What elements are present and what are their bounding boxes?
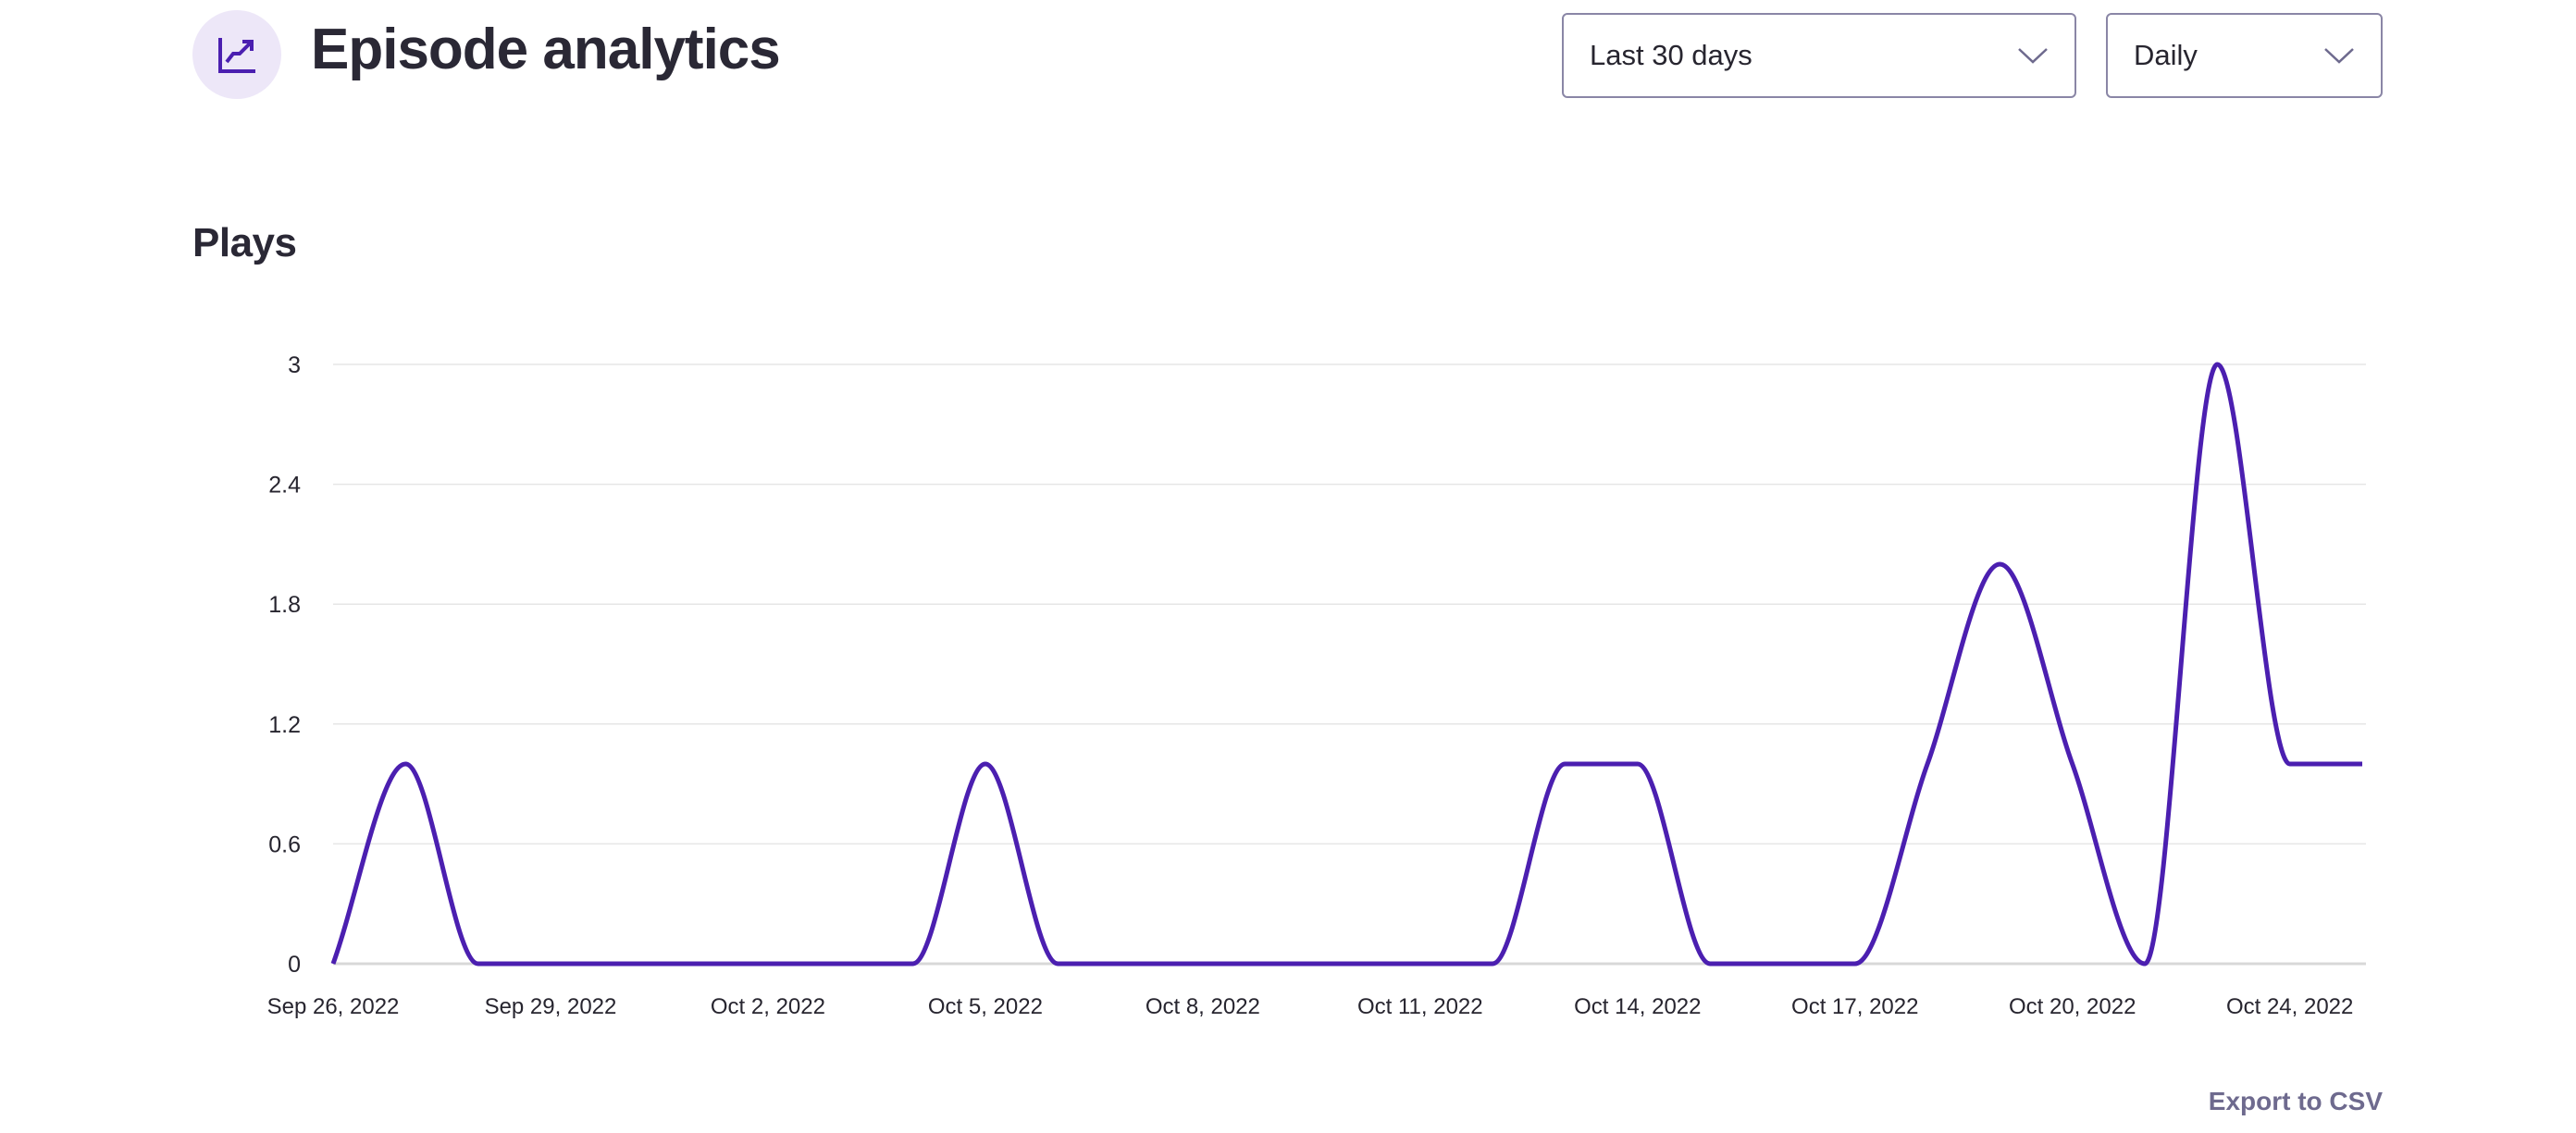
chevron-down-icon (2018, 48, 2048, 64)
data-point (1272, 961, 1278, 967)
data-point (548, 961, 553, 967)
chevron-down-icon (2324, 48, 2354, 64)
y-tick-label: 1.2 (268, 712, 301, 738)
export-csv-link[interactable]: Export to CSV (2208, 1087, 2383, 1115)
x-tick-label: Sep 29, 2022 (485, 994, 617, 1019)
x-tick-label: Sep 26, 2022 (267, 994, 400, 1019)
data-point (476, 961, 481, 967)
date-range-select[interactable]: Last 30 days (1562, 13, 2076, 98)
data-point (2142, 961, 2148, 967)
data-point (693, 961, 699, 967)
interval-select[interactable]: Daily (2106, 13, 2383, 98)
data-point (1200, 961, 1206, 967)
x-tick-label: Oct 5, 2022 (928, 994, 1043, 1019)
plays-section-title: Plays (192, 220, 297, 265)
data-point (1707, 961, 1713, 967)
data-point (1635, 761, 1641, 767)
x-tick-label: Oct 14, 2022 (1574, 994, 1701, 1019)
x-tick-label: Oct 8, 2022 (1146, 994, 1260, 1019)
y-tick-label: 1.8 (268, 592, 301, 618)
data-point (983, 761, 988, 767)
data-point (620, 961, 625, 967)
data-point (765, 961, 771, 967)
plays-series-line (330, 362, 2362, 967)
x-tick-label: Oct 17, 2022 (1791, 994, 1918, 1019)
data-point (330, 961, 336, 967)
chart-trend-up-icon (218, 38, 255, 73)
data-point (1490, 961, 1495, 967)
data-point (1997, 561, 2002, 567)
data-point (2287, 761, 2293, 767)
y-tick-label: 0.6 (268, 831, 301, 857)
data-point (910, 961, 916, 967)
y-tick-label: 0 (288, 952, 301, 978)
data-point (1418, 961, 1423, 967)
analytics-icon-badge (192, 10, 281, 99)
data-point (1128, 961, 1133, 967)
y-tick-label: 3 (288, 352, 301, 378)
data-point (1562, 761, 1567, 767)
data-point (2214, 362, 2220, 367)
data-point (1345, 961, 1351, 967)
data-point (1055, 961, 1060, 967)
x-tick-label: Oct 2, 2022 (711, 994, 825, 1019)
y-tick-label: 2.4 (268, 473, 301, 499)
data-point (1779, 961, 1785, 967)
data-point (2070, 761, 2075, 767)
data-point (1852, 961, 1858, 967)
data-point (402, 761, 408, 767)
x-tick-label: Oct 24, 2022 (2226, 994, 2353, 1019)
x-tick-label: Oct 11, 2022 (1357, 994, 1483, 1019)
data-point (837, 961, 843, 967)
interval-value: Daily (2134, 39, 2198, 71)
data-point (1925, 761, 1930, 767)
data-point (2359, 761, 2365, 767)
date-range-value: Last 30 days (1590, 39, 1752, 71)
x-tick-label: Oct 20, 2022 (2009, 994, 2136, 1019)
page-title: Episode analytics (311, 18, 781, 81)
